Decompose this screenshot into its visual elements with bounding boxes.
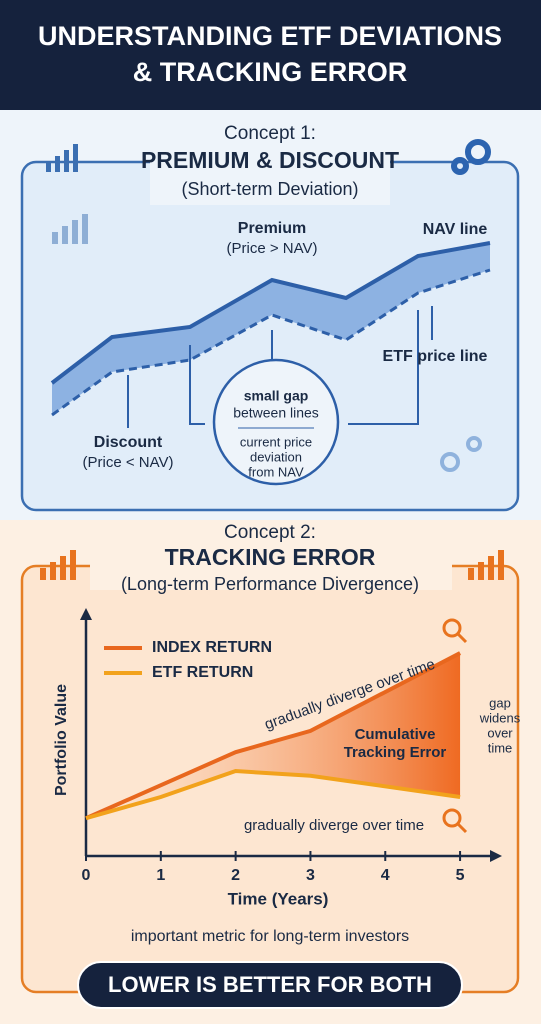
nav-line bbox=[50, 241, 491, 385]
button-text: LOWER IS BETTER FOR BOTH bbox=[108, 972, 432, 997]
legend-label: INDEX RETURN bbox=[152, 639, 272, 656]
title-mask bbox=[90, 545, 452, 590]
axis-arrow bbox=[80, 608, 92, 620]
label: (Price > NAV) bbox=[227, 240, 318, 257]
deviation-band bbox=[52, 243, 490, 415]
circle-text: deviation bbox=[250, 449, 302, 464]
gap-text: time bbox=[488, 740, 513, 755]
note: important metric for long-term investors bbox=[131, 928, 409, 945]
series-line bbox=[85, 651, 461, 821]
label: (Price < NAV) bbox=[83, 454, 174, 471]
circle-text: between lines bbox=[233, 405, 319, 421]
concept-subtitle: (Long-term Performance Divergence) bbox=[121, 574, 419, 594]
axis-arrow bbox=[490, 850, 502, 862]
annotation: Cumulative bbox=[355, 726, 436, 743]
gap-circle bbox=[212, 358, 340, 486]
x-tick-label: 3 bbox=[306, 867, 315, 884]
circle-text: from NAV bbox=[248, 464, 304, 479]
tracking-chart: 0 1 2 3 4 5 Time (Years) Portfolio Value INDEX R… bbox=[53, 608, 502, 908]
title: UNDERSTANDING ETF DEVIATIONS bbox=[38, 21, 502, 51]
gap-text: gap bbox=[489, 695, 511, 710]
concept-label: Concept 1: bbox=[224, 123, 316, 144]
annotation: Tracking Error bbox=[344, 744, 447, 761]
chart-icon bbox=[46, 144, 88, 244]
gap-text: over bbox=[487, 725, 513, 740]
title: & TRACKING ERROR bbox=[133, 57, 408, 87]
bottom-button bbox=[77, 961, 463, 1009]
label: Discount bbox=[94, 434, 163, 451]
gear-icon bbox=[440, 139, 491, 472]
label: NAV line bbox=[423, 221, 488, 238]
x-tick-label: 2 bbox=[231, 867, 240, 884]
header-bar bbox=[0, 0, 541, 110]
chart-icon bbox=[40, 550, 504, 580]
x-tick-label: 1 bbox=[156, 867, 165, 884]
circle-text: current price bbox=[240, 434, 312, 449]
legend-label: ETF RETURN bbox=[152, 664, 253, 681]
concept-subtitle: (Short-term Deviation) bbox=[181, 179, 358, 199]
x-tick-label: 0 bbox=[82, 867, 91, 884]
annotation: gradually diverge over time bbox=[244, 817, 424, 834]
x-axis-label: Time (Years) bbox=[228, 889, 329, 908]
gap-text: widens bbox=[479, 710, 521, 725]
y-axis-label: Portfolio Value bbox=[53, 684, 70, 796]
concept-title: TRACKING ERROR bbox=[165, 544, 376, 570]
magnifier-icon bbox=[442, 618, 468, 834]
x-tick-label: 4 bbox=[381, 867, 390, 884]
concept-title: PREMIUM & DISCOUNT bbox=[141, 147, 399, 173]
x-tick-label: 5 bbox=[456, 867, 465, 884]
label: ETF price line bbox=[383, 348, 488, 365]
series-line bbox=[85, 769, 461, 821]
label: Premium bbox=[238, 220, 306, 237]
concept-label: Concept 2: bbox=[224, 522, 316, 543]
title-mask bbox=[150, 120, 390, 205]
circle-text: small gap bbox=[244, 388, 309, 404]
etf-line bbox=[51, 268, 491, 417]
